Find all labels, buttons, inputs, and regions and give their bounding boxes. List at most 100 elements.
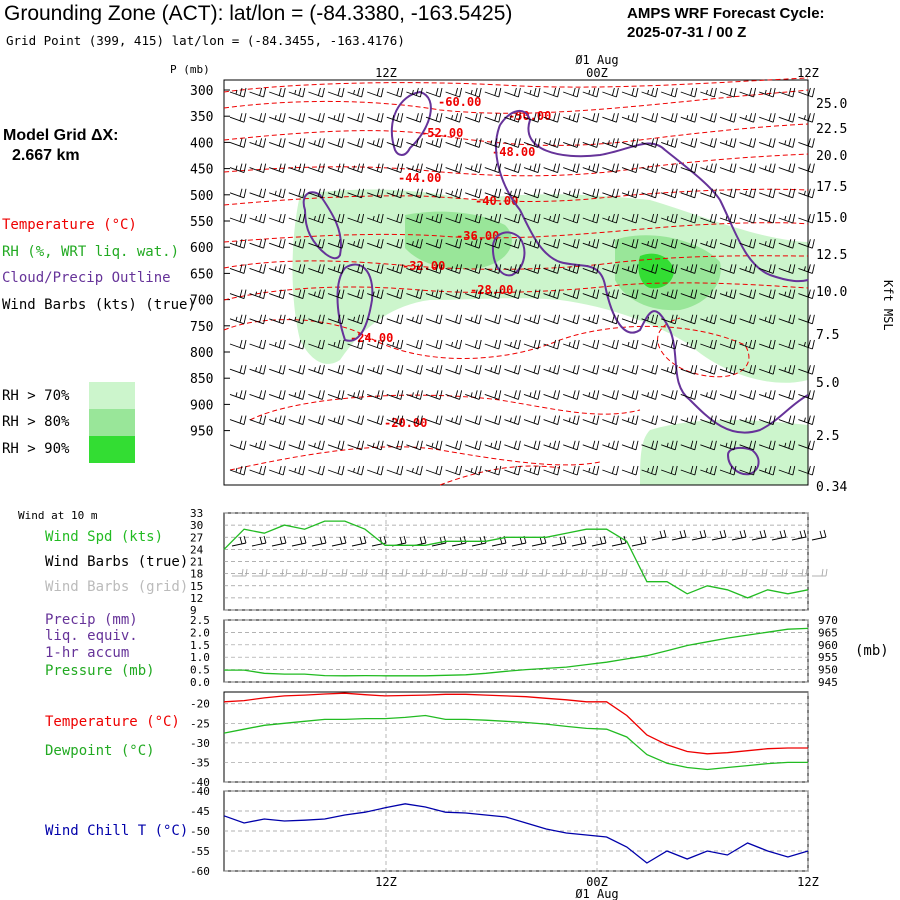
pressure-tick-300: 300 xyxy=(190,84,213,99)
height-tick-10.0: 10.0 xyxy=(816,285,847,300)
wind-barb xyxy=(563,289,580,300)
wind-barb xyxy=(406,465,423,476)
wind-barb xyxy=(249,289,267,300)
pressure-tick-right: 970 xyxy=(818,614,838,627)
precip-label: Precip (mm) xyxy=(45,612,138,628)
wind-barb xyxy=(563,87,580,98)
wind-barb xyxy=(269,188,286,199)
height-tick-25.0: 25.0 xyxy=(816,97,847,112)
wind-barb xyxy=(759,365,776,375)
wind-barb-true xyxy=(331,535,347,547)
wind-barb xyxy=(269,264,286,274)
wind-barb xyxy=(308,289,325,300)
wind-barb-grid xyxy=(592,568,608,577)
wind-barb xyxy=(465,264,482,274)
precip-panel-tick: 0.5 xyxy=(190,664,210,677)
wind-barb xyxy=(386,113,404,123)
wind-barb xyxy=(484,339,502,350)
wind-barb xyxy=(308,163,325,174)
wind-barb xyxy=(327,264,345,274)
wind-barb xyxy=(425,465,443,476)
wind-barb xyxy=(543,239,561,249)
wind-barb xyxy=(719,314,737,325)
wind-barb xyxy=(229,339,247,350)
wind-barb xyxy=(661,339,678,350)
wind-barb xyxy=(484,239,502,249)
wind-barb xyxy=(523,264,541,274)
wind-barb xyxy=(661,188,678,199)
wind-barb xyxy=(367,87,384,98)
wind-barb xyxy=(229,213,247,224)
wind-barb xyxy=(465,365,482,375)
wind-barb xyxy=(661,314,678,325)
wind-barb xyxy=(484,138,502,148)
precip-liq-label: liq. equiv. xyxy=(45,628,138,644)
wind-barb xyxy=(327,113,345,123)
wind-barb xyxy=(661,163,678,174)
dewpoint-label: Dewpoint (°C) xyxy=(45,743,155,759)
wind-barb xyxy=(563,390,580,400)
wind-barb xyxy=(327,465,345,476)
temp-panel-tick: -20 xyxy=(190,698,210,711)
wind-barb-true xyxy=(811,529,827,541)
wind-barb xyxy=(249,213,267,224)
wind-barb xyxy=(778,314,796,325)
wind-barb xyxy=(327,365,345,375)
wind-barb xyxy=(719,415,737,426)
wind-barb xyxy=(759,415,776,426)
wind-barb xyxy=(465,289,482,300)
wind-barb xyxy=(288,87,306,98)
pressure-unit: (mb) xyxy=(855,643,889,659)
wind-barb xyxy=(386,339,404,350)
chill-panel-tick: -60 xyxy=(190,865,210,878)
wind-barb xyxy=(700,440,717,451)
wind-barb xyxy=(288,314,306,325)
wind-barb xyxy=(661,239,678,249)
pressure-tick-700: 700 xyxy=(190,294,213,309)
model-grid-label: Model Grid ΔX: xyxy=(3,127,119,144)
wind-barb xyxy=(700,365,717,375)
cloud-outline xyxy=(495,110,809,434)
wind-barb-true xyxy=(771,529,787,541)
wind-barb xyxy=(621,339,639,350)
time-tick-top: 12Z xyxy=(375,66,397,80)
wind-barb xyxy=(602,365,619,375)
wind-barb xyxy=(229,239,247,249)
time-tick-bottom: 00Z xyxy=(586,875,608,889)
pressure-tick-600: 600 xyxy=(190,241,213,256)
pressure-tick-750: 750 xyxy=(190,320,213,335)
wind-barb xyxy=(700,87,717,98)
wind-barb xyxy=(484,465,502,476)
wind-barb xyxy=(739,264,757,274)
wind-barb xyxy=(680,289,698,300)
wind-barb xyxy=(425,188,443,199)
wind-barb xyxy=(700,138,717,148)
chill-panel-tick: -50 xyxy=(190,825,210,838)
wind-barb xyxy=(602,213,619,224)
wind-barb xyxy=(445,113,463,123)
wind-barb xyxy=(719,465,737,476)
wind-barb xyxy=(347,138,365,148)
wind-barb xyxy=(308,314,325,325)
pressure-tick-350: 350 xyxy=(190,110,213,125)
wind-barb xyxy=(249,465,267,476)
wind-barb xyxy=(641,264,659,274)
cloud-outline xyxy=(726,446,760,476)
wind-barb xyxy=(582,339,600,350)
wind-barb-grid xyxy=(512,568,528,577)
wind-barb xyxy=(504,415,521,426)
wind-barb xyxy=(288,339,306,350)
wind-barb xyxy=(269,339,286,350)
pressure-tick-650: 650 xyxy=(190,267,213,282)
wind-barb xyxy=(719,390,737,400)
wind-barb xyxy=(406,289,423,300)
wind-barb xyxy=(543,113,561,123)
wind-barb xyxy=(308,87,325,98)
wind-barb xyxy=(288,289,306,300)
wind-barb xyxy=(621,113,639,123)
wind-barb xyxy=(759,465,776,476)
wind-barb xyxy=(445,213,463,224)
wind-barb xyxy=(621,415,639,426)
wind-barb xyxy=(386,415,404,426)
